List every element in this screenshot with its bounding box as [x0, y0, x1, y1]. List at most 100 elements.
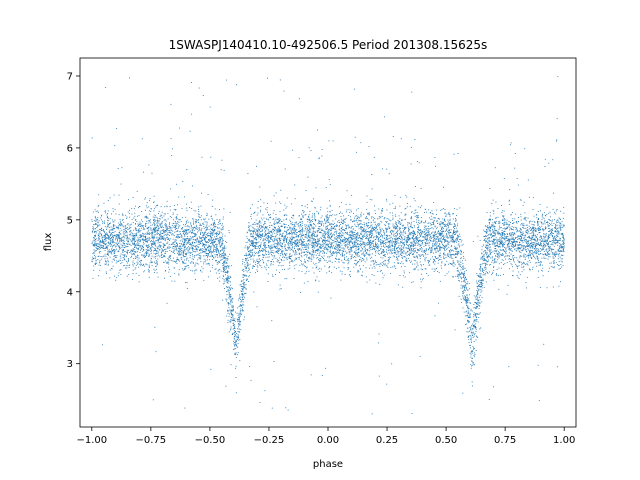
data-point	[152, 235, 154, 237]
data-point	[362, 236, 364, 237]
data-point	[548, 234, 550, 236]
data-point	[306, 246, 308, 248]
data-point	[406, 251, 408, 253]
data-point	[109, 229, 111, 231]
data-point	[523, 223, 525, 225]
data-point	[298, 258, 300, 260]
data-point	[534, 251, 535, 253]
data-point	[386, 237, 388, 239]
data-point	[347, 259, 349, 261]
data-point	[417, 257, 419, 259]
data-point	[169, 230, 171, 232]
data-point	[268, 260, 270, 262]
data-point	[491, 243, 493, 245]
data-point	[100, 228, 102, 230]
data-point	[172, 251, 174, 253]
data-point	[247, 250, 249, 252]
data-point	[198, 249, 200, 251]
data-point	[394, 238, 396, 240]
data-point	[312, 250, 314, 252]
data-point	[257, 263, 259, 265]
data-point	[297, 238, 299, 240]
data-point	[148, 255, 150, 257]
data-point	[420, 281, 422, 283]
data-point	[288, 244, 290, 246]
data-point	[462, 265, 464, 267]
data-point	[275, 227, 276, 229]
data-point	[127, 238, 129, 240]
data-point	[364, 230, 366, 232]
data-point	[510, 248, 512, 249]
data-point	[554, 237, 556, 239]
data-point	[441, 228, 443, 230]
data-point	[328, 246, 330, 248]
data-point	[416, 237, 418, 239]
data-point	[557, 249, 559, 250]
data-point	[481, 280, 483, 282]
data-point	[522, 266, 524, 268]
data-point	[96, 246, 98, 247]
data-point	[157, 230, 159, 231]
data-point	[298, 215, 300, 216]
data-point	[347, 231, 348, 233]
data-point	[512, 257, 514, 259]
data-point	[228, 265, 229, 267]
data-point	[488, 239, 490, 241]
data-point	[186, 282, 188, 284]
data-point	[338, 224, 340, 226]
data-point	[126, 246, 128, 247]
data-point	[219, 261, 221, 263]
data-point	[197, 209, 199, 210]
data-point	[382, 168, 384, 170]
data-point	[546, 239, 548, 241]
data-point	[437, 218, 439, 220]
data-point	[177, 204, 179, 206]
data-point	[164, 219, 166, 221]
data-point	[355, 246, 357, 248]
data-point	[520, 239, 522, 241]
data-point	[208, 264, 210, 266]
data-point	[279, 255, 281, 257]
data-point	[155, 231, 156, 233]
data-point	[139, 226, 141, 227]
data-point	[562, 246, 563, 248]
data-point	[208, 244, 210, 246]
data-point	[316, 257, 318, 259]
data-point	[337, 239, 339, 241]
data-point	[457, 225, 458, 227]
data-point	[345, 218, 347, 219]
data-point	[142, 228, 144, 230]
data-point	[293, 265, 295, 267]
data-point	[491, 237, 493, 239]
data-point	[154, 223, 156, 225]
data-point	[555, 262, 557, 264]
data-point	[326, 248, 328, 250]
data-point	[227, 256, 229, 258]
data-point	[511, 264, 513, 266]
data-point	[471, 381, 473, 383]
data-point	[131, 253, 133, 255]
data-point	[272, 246, 274, 248]
data-point	[282, 256, 283, 258]
data-point	[320, 217, 322, 219]
data-point	[512, 255, 514, 257]
data-point	[294, 225, 296, 227]
data-point	[187, 248, 189, 250]
data-point	[134, 212, 136, 214]
data-point	[320, 258, 322, 260]
data-point	[122, 254, 124, 256]
data-point	[255, 246, 256, 248]
data-point	[178, 226, 180, 228]
data-point	[506, 223, 508, 225]
data-point	[350, 248, 352, 250]
data-point	[544, 223, 546, 225]
data-point	[210, 235, 211, 237]
data-point	[145, 197, 146, 199]
data-point	[472, 345, 474, 347]
data-point	[176, 222, 178, 224]
data-point	[160, 214, 162, 216]
data-point	[179, 127, 180, 129]
data-point	[512, 241, 514, 243]
data-point	[198, 227, 200, 229]
data-point	[126, 264, 128, 266]
